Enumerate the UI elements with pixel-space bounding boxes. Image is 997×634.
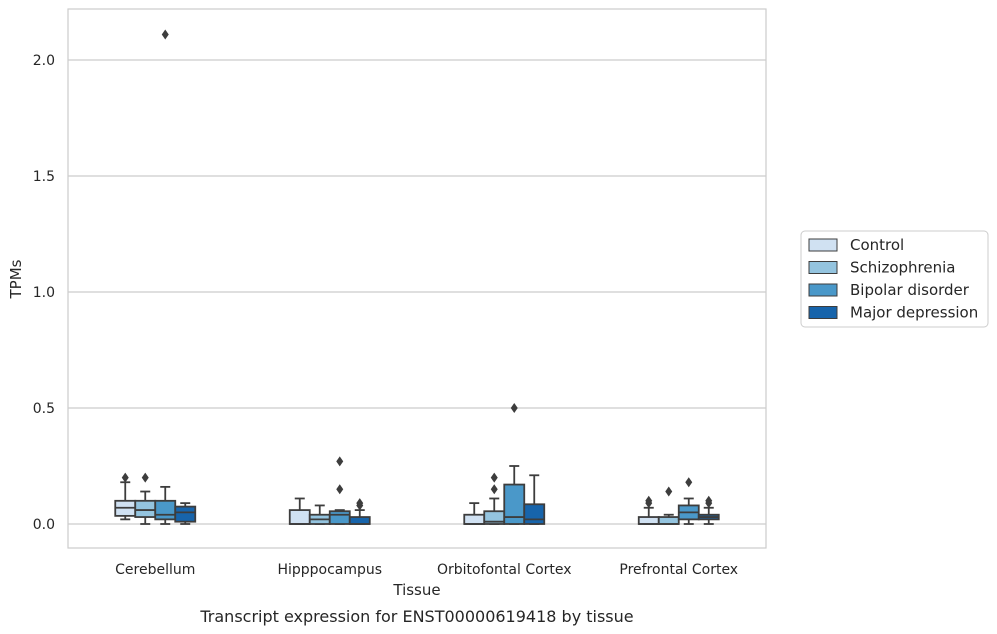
box-iqr [174, 505, 197, 523]
grid-layer [68, 59, 766, 525]
box-schizophrenia [134, 472, 157, 525]
box-iqr [637, 516, 660, 525]
box-control [288, 497, 311, 525]
legend: Control Schizophrenia Bipolar disorder Majo… [800, 230, 989, 328]
legend-swatch [808, 283, 838, 297]
x-tick-label: Cerebellum [115, 562, 195, 578]
outlier-point [705, 495, 713, 506]
box-bipolar-disorder [328, 456, 351, 525]
box-iqr [288, 509, 311, 525]
legend-label: Major depression [850, 304, 978, 322]
box-schizophrenia [483, 472, 506, 525]
y-tick-label: 1.0 [33, 285, 55, 301]
y-tick-label: 0.5 [33, 401, 55, 417]
outlier-point [356, 498, 364, 509]
box-schizophrenia [657, 486, 680, 525]
legend-swatch [808, 306, 838, 319]
legend-label: Schizophrenia [850, 259, 955, 277]
y-tick-labels: 0.0 0.5 1.0 1.5 2.0 [33, 53, 55, 533]
x-axis-title: Tissue [392, 581, 440, 599]
outlier-point [510, 403, 518, 413]
x-tick-label: Orbitofontal Cortex [437, 562, 572, 578]
box-iqr [348, 516, 371, 525]
outlier-point [121, 472, 129, 483]
outlier-point [665, 486, 673, 497]
x-tick-label: Hipppocampus [277, 562, 382, 578]
box-bipolar-disorder [154, 29, 177, 525]
box-iqr [134, 499, 157, 518]
box-control [114, 472, 137, 521]
box-iqr [503, 483, 526, 525]
y-tick-label: 1.5 [33, 169, 55, 185]
legend-label: Bipolar disorder [850, 281, 970, 299]
outlier-point [141, 472, 149, 483]
legend-label: Control [850, 236, 904, 254]
box-major-depression [348, 498, 371, 525]
outlier-point [161, 29, 169, 40]
chart-caption: Transcript expression for ENST0000061941… [199, 607, 633, 626]
y-axis-title: TPMs [7, 259, 25, 299]
y-tick-label: 0.0 [33, 517, 55, 533]
x-tick-labels: Cerebellum Hipppocampus Orbitofontal Corte… [115, 562, 738, 578]
boxes-layer [114, 29, 720, 525]
outlier-point [336, 456, 344, 467]
box-major-depression [523, 474, 546, 525]
legend-swatch [808, 238, 838, 252]
box-iqr [463, 513, 486, 525]
legend-frame [800, 230, 989, 328]
box-iqr [154, 499, 177, 521]
outlier-point [685, 477, 693, 488]
box-major-depression [174, 502, 197, 525]
x-tick-label: Prefrontal Cortex [619, 562, 738, 578]
box-iqr [328, 510, 351, 525]
outlier-point [645, 495, 653, 506]
outlier-point [336, 484, 344, 495]
outlier-point [490, 472, 498, 483]
box-bipolar-disorder [677, 477, 700, 525]
plot-frame [67, 8, 767, 549]
box-bipolar-disorder [503, 403, 526, 525]
box-major-depression [697, 495, 720, 525]
y-tick-label: 2.0 [33, 53, 55, 69]
outlier-point [490, 484, 498, 495]
legend-swatch [808, 261, 838, 274]
box-iqr [657, 516, 680, 525]
box-iqr [523, 503, 546, 525]
box-schizophrenia [308, 504, 331, 525]
box-control [463, 502, 486, 525]
box-control [637, 495, 660, 525]
